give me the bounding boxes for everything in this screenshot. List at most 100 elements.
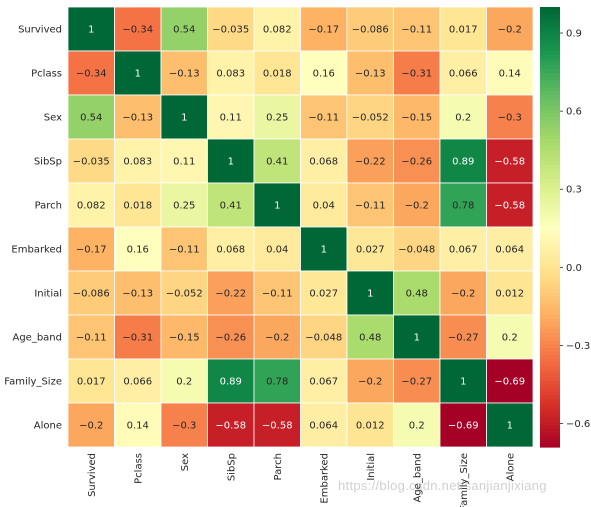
colorbar-segment	[540, 43, 560, 48]
cell-value-label: 1	[367, 289, 373, 300]
heatmap-cell-Parch-Sex	[160, 182, 208, 228]
heatmap-cell-Embarked-Embarked	[300, 226, 348, 272]
x-tick-label: Initial	[366, 453, 377, 481]
colorbar-segment	[540, 84, 560, 89]
cell-value-label: 0.066	[449, 69, 478, 80]
y-tick-label: Sex	[44, 113, 62, 124]
heatmap-cell-Age_band-SibSp	[207, 314, 255, 360]
y-tick-label: Parch	[35, 201, 62, 212]
cell-value-label: −0.26	[401, 157, 432, 168]
cell-value-label: 0.027	[356, 245, 385, 256]
heatmap-cell-Family_Size-Sex	[160, 358, 208, 404]
colorbar-segment	[540, 201, 560, 206]
cell-value-label: −0.052	[166, 289, 203, 300]
cell-value-label: −0.13	[122, 289, 153, 300]
x-tick-label: SibSp	[226, 453, 237, 481]
cell-value-label: −0.3	[498, 113, 522, 124]
heatmap-cell-SibSp-Initial	[346, 138, 394, 184]
colorbar-segment	[540, 208, 560, 213]
colorbar-segment	[540, 252, 560, 257]
colorbar-segment	[540, 40, 560, 45]
colorbar-segment	[540, 183, 560, 188]
cell-value-label: −0.2	[451, 289, 475, 300]
cell-value-label: −0.086	[352, 25, 389, 36]
colorbar-segment	[540, 128, 560, 133]
cell-value-label: 0.018	[123, 201, 152, 212]
cell-value-label: 0.48	[359, 333, 381, 344]
heatmap-cell-Alone-Survived	[67, 402, 115, 448]
colorbar-segment	[540, 421, 560, 426]
colorbar-segment	[540, 278, 560, 283]
colorbar-segment	[540, 245, 560, 250]
cell-value-label: −0.035	[212, 25, 249, 36]
heatmap-cell-Initial-SibSp	[207, 270, 255, 316]
y-tick-label: Initial	[34, 289, 62, 300]
x-tick-labels: Survived Pclass Sex SibSp Parch Embarked Initi…	[87, 453, 517, 507]
colorbar-segment	[540, 197, 560, 202]
heatmap-cell-Alone-Pclass	[114, 402, 162, 448]
colorbar-segment	[540, 21, 560, 26]
heatmap-annotations: 1 −0.34 0.54 −0.035 0.082 −0.17 −0.086 −0.11 0.0…	[73, 25, 525, 432]
heatmap-cell-SibSp-Survived	[67, 138, 115, 184]
cell-value-label: −0.58	[262, 421, 293, 432]
heatmap-cell-Survived-Survived	[67, 6, 115, 52]
cell-value-label: 0.14	[499, 69, 521, 80]
y-tick-label: Pclass	[31, 69, 62, 80]
colorbar-segment	[540, 370, 560, 375]
colorbar-segment	[540, 120, 560, 125]
colorbar-segment	[540, 47, 560, 52]
heatmap-cell-Age_band-Pclass	[114, 314, 162, 360]
heatmap-cell-Alone-SibSp	[207, 402, 255, 448]
colorbar-segment	[540, 326, 560, 331]
cell-value-label: −0.2	[265, 333, 289, 344]
colorbar-segment	[540, 307, 560, 312]
colorbar-segment	[540, 428, 560, 433]
heatmap-cell-Alone-Sex	[160, 402, 208, 448]
colorbar-segment	[540, 340, 560, 345]
heatmap-cell-Initial-Initial	[346, 270, 394, 316]
colorbar-segment	[540, 377, 560, 382]
heatmap-cell-Family_Size-Alone	[486, 358, 534, 404]
colorbar-segment	[540, 373, 560, 378]
cell-value-label: −0.31	[401, 69, 432, 80]
cell-value-label: 0.067	[309, 377, 338, 388]
heatmap-cell-Age_band-Age_band	[393, 314, 441, 360]
cell-value-label: 0.018	[263, 69, 292, 80]
heatmap-cell-Alone-Alone	[486, 402, 534, 448]
colorbar-tick-label: 0.3	[566, 185, 582, 196]
cell-value-label: 0.017	[449, 25, 478, 36]
cell-value-label: −0.17	[76, 245, 107, 256]
heatmap-cell-Pclass-Alone	[486, 50, 534, 96]
cell-value-label: −0.11	[355, 201, 386, 212]
colorbar-tick-label: 0.6	[566, 107, 582, 118]
cell-value-label: 0.41	[266, 157, 288, 168]
colorbar-segment	[540, 32, 560, 37]
heatmap-cell-Embarked-Parch	[253, 226, 301, 272]
colorbar-segment	[540, 318, 560, 323]
heatmap-cell-Family_Size-Initial	[346, 358, 394, 404]
heatmap-cell-Survived-Age_band	[393, 6, 441, 52]
cell-value-label: −0.2	[498, 25, 522, 36]
colorbar-segment	[540, 69, 560, 74]
heatmap-cell-Initial-Alone	[486, 270, 534, 316]
colorbar-segment	[540, 14, 560, 19]
cell-value-label: −0.13	[122, 113, 153, 124]
heatmap-cell-Sex-Alone	[486, 94, 534, 140]
colorbar-segment	[540, 436, 560, 441]
heatmap-cell-Sex-Age_band	[393, 94, 441, 140]
cell-value-label: −0.048	[398, 245, 435, 256]
cell-value-label: −0.2	[79, 421, 103, 432]
heatmap-cell-Initial-Embarked	[300, 270, 348, 316]
x-tick-label: Alone	[505, 453, 516, 481]
cell-value-label: 0.067	[449, 245, 478, 256]
colorbar-segment	[540, 410, 560, 415]
colorbar-segment	[540, 260, 560, 265]
cell-value-label: 0.25	[173, 201, 195, 212]
colorbar-tick-label: −0.3	[566, 341, 590, 352]
cell-value-label: 0.16	[313, 69, 335, 80]
colorbar-segment	[540, 62, 560, 67]
heatmap-cell-Sex-Sex	[160, 94, 208, 140]
cell-value-label: 1	[274, 201, 280, 212]
x-tick-label: Sex	[180, 453, 191, 471]
colorbar-segment	[540, 362, 560, 367]
